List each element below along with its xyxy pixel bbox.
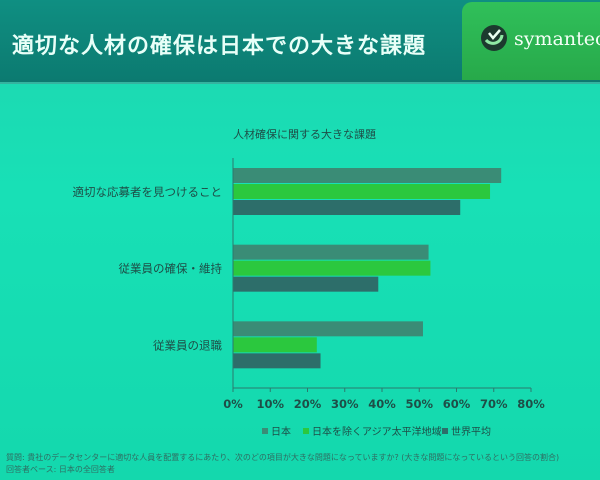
legend-label: 日本 bbox=[271, 425, 291, 438]
x-tick-label: 70% bbox=[480, 397, 508, 411]
legend-swatch bbox=[442, 428, 448, 434]
bar-1-1 bbox=[233, 260, 431, 276]
category-label: 従業員の退職 bbox=[153, 338, 222, 352]
bar-1-0 bbox=[233, 244, 429, 260]
legend-swatch bbox=[303, 428, 309, 434]
legend-label: 日本を除くアジア太平洋地域 bbox=[312, 425, 442, 438]
bar-0-1 bbox=[233, 184, 491, 199]
slide-header: 適切な人材の確保は日本での大きな課題 symantec. bbox=[0, 0, 600, 84]
bar-0-0 bbox=[233, 168, 502, 183]
footnote-question: 質問: 貴社のデータセンターに適切な人員を配置するにあたり、次のどの項目が大きな… bbox=[6, 453, 560, 462]
bar-2-2 bbox=[233, 353, 321, 369]
bar-2-1 bbox=[233, 337, 317, 353]
chart-title: 人材確保に関する大きな課題 bbox=[233, 127, 376, 141]
x-tick-label: 50% bbox=[405, 397, 433, 411]
category-label: 従業員の確保・維持 bbox=[119, 262, 223, 276]
logo-text: symantec. bbox=[514, 28, 600, 50]
category-label: 適切な応募者を見つけること bbox=[73, 185, 223, 199]
symantec-logo: symantec. bbox=[462, 2, 600, 80]
legend-swatch bbox=[262, 428, 268, 434]
bar-0-2 bbox=[233, 200, 461, 215]
x-tick-label: 20% bbox=[294, 397, 322, 411]
x-tick-label: 80% bbox=[517, 397, 545, 411]
logo-mark-icon bbox=[481, 25, 507, 51]
x-tick-label: 40% bbox=[368, 397, 396, 411]
bar-1-2 bbox=[233, 276, 379, 292]
bar-2-0 bbox=[233, 321, 423, 337]
x-tick-label: 0% bbox=[223, 397, 243, 411]
x-tick-label: 10% bbox=[256, 397, 284, 411]
x-tick-label: 60% bbox=[443, 397, 471, 411]
footnote-base: 回答者ベース: 日本の全回答者 bbox=[6, 465, 115, 474]
slide-title: 適切な人材の確保は日本での大きな課題 bbox=[12, 34, 427, 59]
x-tick-label: 30% bbox=[331, 397, 359, 411]
legend-label: 世界平均 bbox=[451, 426, 491, 438]
